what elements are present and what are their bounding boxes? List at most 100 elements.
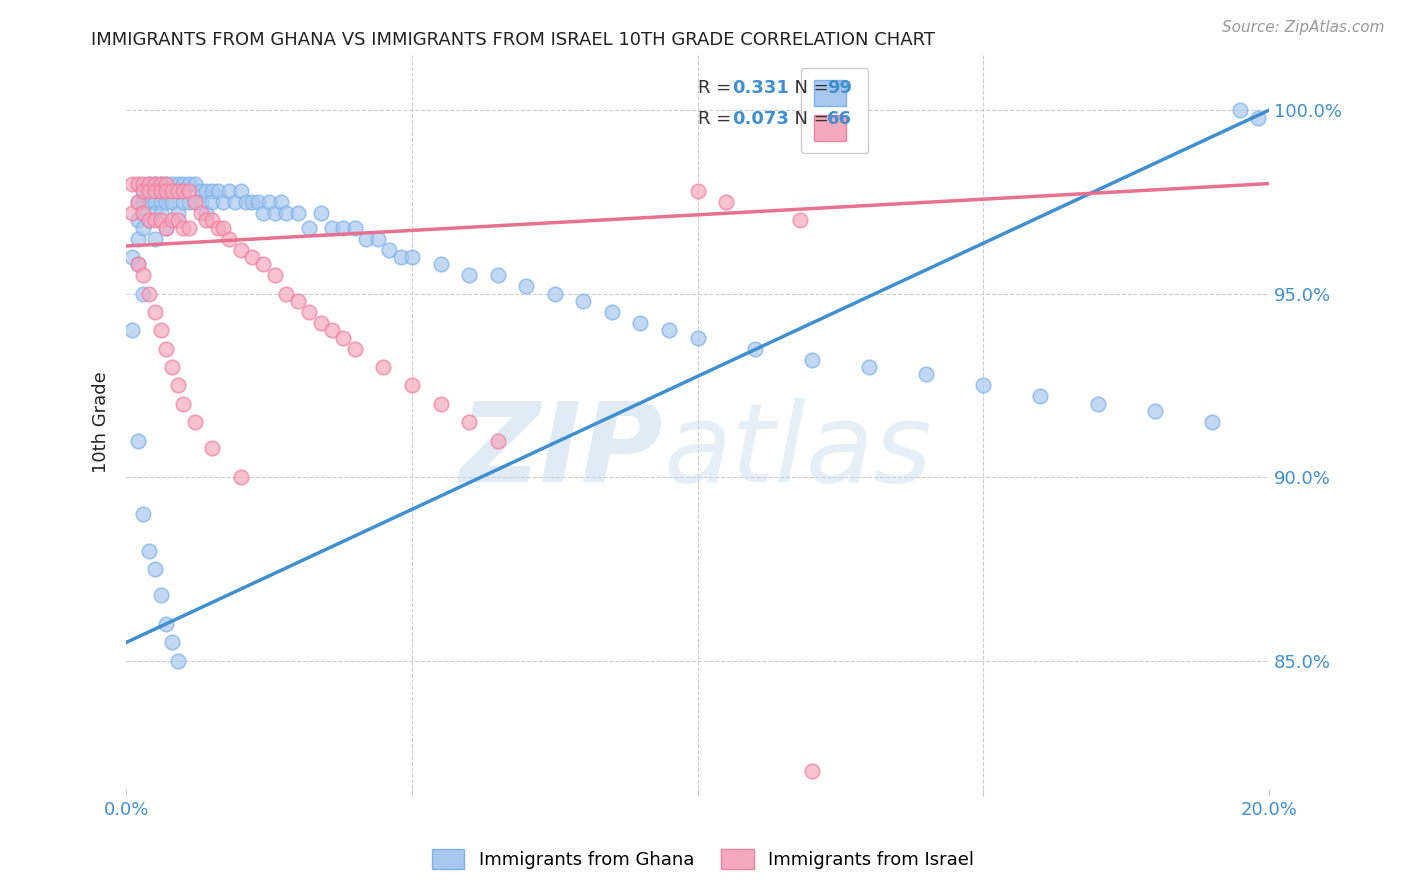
Point bbox=[252, 206, 274, 220]
Point bbox=[179, 177, 201, 191]
Point bbox=[401, 250, 423, 264]
Point bbox=[143, 232, 166, 246]
Point bbox=[160, 194, 183, 209]
Point bbox=[309, 316, 332, 330]
Point bbox=[149, 184, 172, 198]
Point bbox=[143, 305, 166, 319]
Point bbox=[207, 184, 229, 198]
Point bbox=[321, 323, 343, 337]
Text: Source: ZipAtlas.com: Source: ZipAtlas.com bbox=[1222, 20, 1385, 35]
Point bbox=[378, 243, 401, 257]
Point bbox=[149, 206, 172, 220]
Y-axis label: 10th Grade: 10th Grade bbox=[93, 371, 110, 473]
Legend: Immigrants from Ghana, Immigrants from Israel: Immigrants from Ghana, Immigrants from I… bbox=[423, 839, 983, 879]
Point bbox=[132, 268, 155, 283]
Point bbox=[138, 213, 160, 227]
Point bbox=[190, 206, 212, 220]
Point bbox=[155, 220, 177, 235]
Point bbox=[127, 257, 149, 271]
Point bbox=[132, 507, 155, 521]
Point bbox=[132, 184, 155, 198]
Point bbox=[354, 232, 377, 246]
Point bbox=[195, 184, 218, 198]
Point bbox=[155, 177, 177, 191]
Point bbox=[160, 177, 183, 191]
Point bbox=[166, 213, 188, 227]
Point bbox=[155, 617, 177, 632]
Point bbox=[127, 194, 149, 209]
Point bbox=[184, 194, 207, 209]
Point bbox=[184, 415, 207, 429]
Point bbox=[1246, 111, 1268, 125]
Text: 99: 99 bbox=[827, 79, 852, 97]
Point bbox=[132, 220, 155, 235]
Point bbox=[127, 213, 149, 227]
Point bbox=[160, 184, 183, 198]
Point bbox=[121, 323, 143, 337]
Point bbox=[172, 194, 194, 209]
Point bbox=[240, 250, 263, 264]
Point bbox=[143, 194, 166, 209]
Point bbox=[127, 232, 149, 246]
Point bbox=[1201, 415, 1223, 429]
Point bbox=[686, 184, 709, 198]
Point bbox=[179, 184, 201, 198]
Point bbox=[207, 220, 229, 235]
Point bbox=[800, 764, 823, 778]
Point bbox=[252, 257, 274, 271]
Point bbox=[155, 194, 177, 209]
Legend: , : , bbox=[801, 68, 868, 153]
Point bbox=[373, 360, 395, 375]
Point bbox=[789, 213, 811, 227]
Point bbox=[298, 305, 321, 319]
Text: 66: 66 bbox=[827, 110, 852, 128]
Point bbox=[515, 279, 537, 293]
Point bbox=[332, 220, 354, 235]
Point bbox=[229, 243, 252, 257]
Point bbox=[132, 206, 155, 220]
Point bbox=[172, 177, 194, 191]
Point bbox=[179, 194, 201, 209]
Point bbox=[343, 342, 366, 356]
Point bbox=[160, 184, 183, 198]
Point bbox=[166, 184, 188, 198]
Point bbox=[276, 206, 298, 220]
Point bbox=[143, 177, 166, 191]
Point bbox=[1229, 103, 1251, 118]
Point bbox=[166, 177, 188, 191]
Point bbox=[600, 305, 623, 319]
Point bbox=[915, 368, 938, 382]
Point bbox=[149, 177, 172, 191]
Point bbox=[121, 177, 143, 191]
Point bbox=[127, 257, 149, 271]
Point bbox=[458, 268, 481, 283]
Text: 0.073: 0.073 bbox=[733, 110, 789, 128]
Point bbox=[149, 184, 172, 198]
Point bbox=[172, 220, 194, 235]
Point bbox=[138, 177, 160, 191]
Point bbox=[321, 220, 343, 235]
Point bbox=[229, 184, 252, 198]
Point bbox=[172, 184, 194, 198]
Point bbox=[201, 194, 224, 209]
Point bbox=[132, 286, 155, 301]
Point bbox=[166, 378, 188, 392]
Point bbox=[201, 184, 224, 198]
Text: atlas: atlas bbox=[664, 398, 932, 505]
Point bbox=[429, 257, 451, 271]
Point bbox=[155, 220, 177, 235]
Point bbox=[184, 177, 207, 191]
Point bbox=[714, 194, 737, 209]
Point bbox=[149, 323, 172, 337]
Point bbox=[166, 206, 188, 220]
Point bbox=[155, 184, 177, 198]
Point bbox=[138, 194, 160, 209]
Point bbox=[972, 378, 994, 392]
Point bbox=[143, 184, 166, 198]
Point bbox=[149, 194, 172, 209]
Point bbox=[389, 250, 412, 264]
Point bbox=[229, 470, 252, 484]
Point bbox=[138, 286, 160, 301]
Point bbox=[201, 441, 224, 455]
Point bbox=[458, 415, 481, 429]
